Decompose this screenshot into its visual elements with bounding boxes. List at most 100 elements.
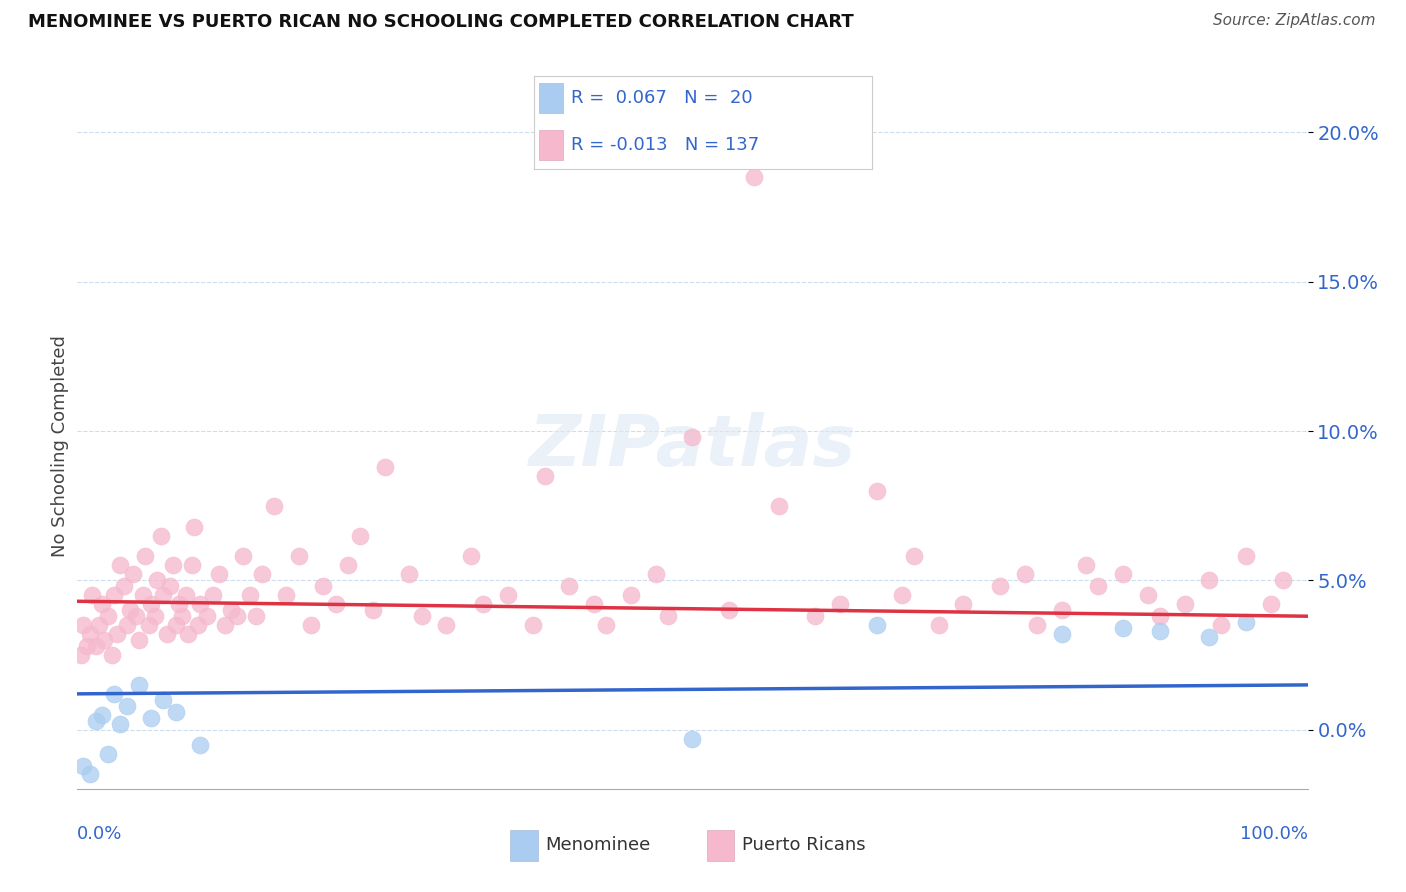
Point	[90, 597, 114, 611]
Point	[288, 549, 311, 564]
Y-axis label: No Schooling Completed: No Schooling Completed	[51, 335, 69, 557]
Point	[337, 558, 360, 573]
Point	[103, 687, 125, 701]
Point	[398, 567, 420, 582]
Point	[183, 519, 205, 533]
Point	[657, 609, 679, 624]
Point	[250, 567, 273, 582]
Text: R = -0.013   N = 137: R = -0.013 N = 137	[571, 136, 759, 154]
Text: 100.0%: 100.0%	[1240, 825, 1308, 843]
Point	[1149, 624, 1171, 639]
Point	[97, 609, 120, 624]
Point	[866, 618, 889, 632]
Text: R =  0.067   N =  20: R = 0.067 N = 20	[571, 89, 754, 107]
Point	[89, 618, 111, 632]
Point	[174, 588, 197, 602]
Point	[103, 588, 125, 602]
Point	[101, 648, 124, 662]
Point	[143, 609, 166, 624]
Point	[890, 588, 912, 602]
Point	[84, 639, 107, 653]
Point	[152, 588, 174, 602]
Point	[522, 618, 544, 632]
Point	[718, 603, 741, 617]
Point	[115, 698, 138, 713]
Point	[952, 597, 974, 611]
Point	[245, 609, 267, 624]
Point	[1026, 618, 1049, 632]
Point	[146, 574, 169, 588]
Point	[1050, 603, 1073, 617]
Point	[165, 618, 187, 632]
Point	[1076, 558, 1098, 573]
Point	[141, 711, 163, 725]
Point	[436, 618, 458, 632]
Point	[1211, 618, 1233, 632]
Point	[90, 707, 114, 722]
Point	[159, 579, 181, 593]
Point	[583, 597, 606, 611]
Point	[1112, 621, 1135, 635]
Point	[214, 618, 236, 632]
Point	[82, 588, 104, 602]
Point	[162, 558, 184, 573]
Point	[1198, 630, 1220, 644]
Point	[361, 603, 384, 617]
Point	[70, 648, 93, 662]
Bar	[707, 830, 734, 861]
Point	[156, 627, 179, 641]
Point	[93, 633, 115, 648]
Point	[496, 588, 519, 602]
Point	[121, 567, 143, 582]
Point	[138, 618, 160, 632]
Point	[1198, 574, 1220, 588]
Point	[110, 716, 132, 731]
Point	[125, 609, 148, 624]
Point	[830, 597, 852, 611]
Point	[105, 627, 128, 641]
Point	[97, 747, 120, 761]
Point	[150, 528, 173, 542]
Point	[1136, 588, 1159, 602]
Point	[595, 618, 617, 632]
Point	[76, 639, 98, 653]
Point	[120, 603, 142, 617]
Point	[276, 588, 298, 602]
Point	[169, 597, 191, 611]
Text: MENOMINEE VS PUERTO RICAN NO SCHOOLING COMPLETED CORRELATION CHART: MENOMINEE VS PUERTO RICAN NO SCHOOLING C…	[28, 13, 853, 31]
Point	[299, 618, 322, 632]
Point	[134, 549, 156, 564]
Point	[558, 579, 581, 593]
Point	[1272, 574, 1295, 588]
Point	[128, 678, 150, 692]
Point	[312, 579, 335, 593]
Bar	[540, 129, 562, 160]
Point	[141, 597, 163, 611]
Point	[79, 627, 101, 641]
Point	[742, 170, 765, 185]
Point	[1112, 567, 1135, 582]
Point	[1174, 597, 1197, 611]
Point	[349, 528, 371, 542]
Point	[866, 483, 889, 498]
Point	[804, 609, 827, 624]
Point	[170, 609, 193, 624]
Point	[374, 459, 396, 474]
Point	[219, 603, 242, 617]
Point	[110, 558, 132, 573]
Bar	[540, 83, 562, 113]
Point	[195, 609, 218, 624]
Point	[72, 758, 94, 772]
Point	[1014, 567, 1036, 582]
Point	[1050, 627, 1073, 641]
Point	[165, 705, 187, 719]
Text: ZIPatlas: ZIPatlas	[529, 411, 856, 481]
Point	[226, 609, 249, 624]
Point	[112, 579, 135, 593]
Point	[682, 731, 704, 746]
Point	[1234, 615, 1257, 630]
Point	[411, 609, 433, 624]
Point	[903, 549, 925, 564]
Point	[768, 499, 790, 513]
Point	[682, 430, 704, 444]
